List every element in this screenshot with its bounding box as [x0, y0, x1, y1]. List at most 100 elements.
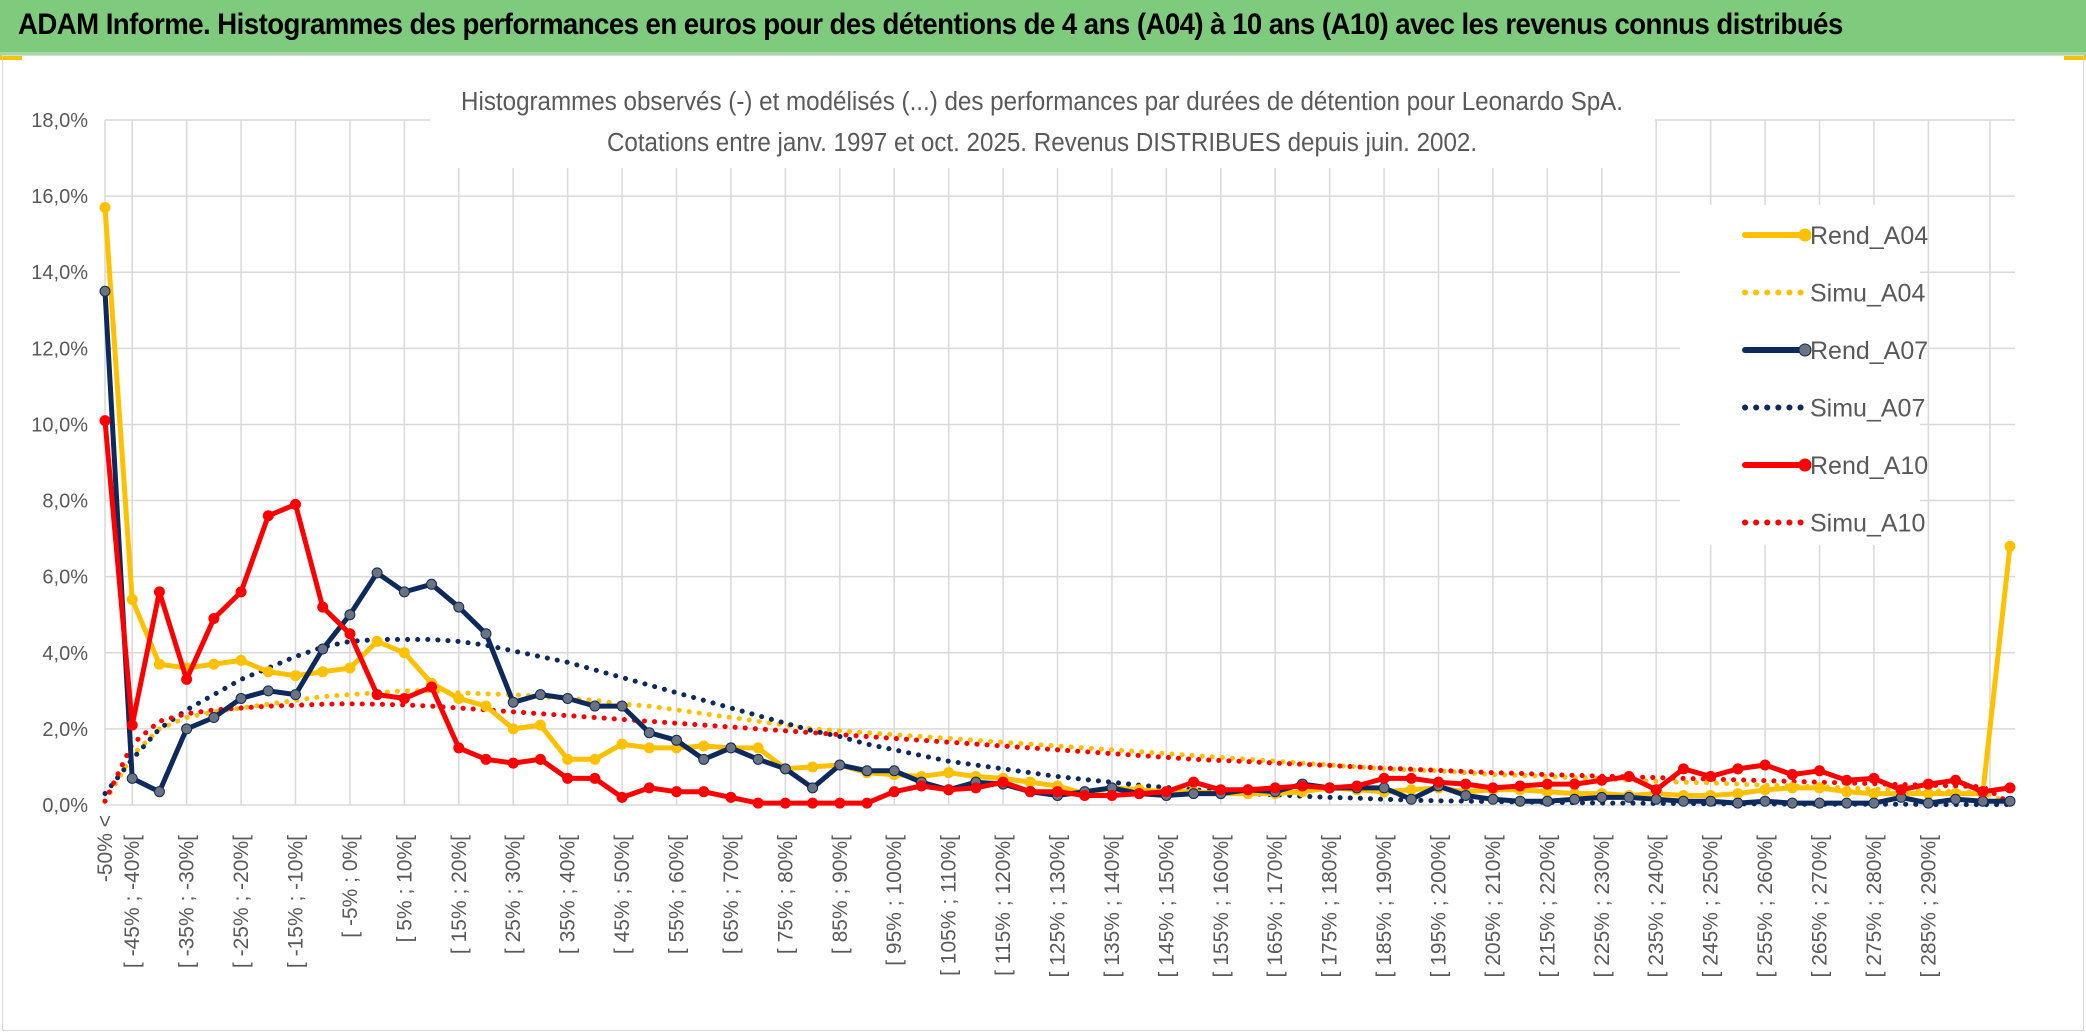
data-point: [807, 797, 819, 809]
data-point: [1841, 797, 1853, 809]
x-tick-label: [ -45% ; -40%[: [121, 835, 144, 968]
data-point: [262, 685, 274, 697]
data-point: [1541, 795, 1553, 807]
x-tick-label: -50% <: [94, 815, 117, 882]
data-point: [1732, 763, 1744, 775]
data-point: [752, 742, 764, 754]
data-point: [371, 635, 383, 647]
y-tick-label: 6,0%: [42, 567, 88, 589]
data-point: [453, 692, 465, 704]
data-point: [643, 782, 655, 794]
data-point: [2004, 795, 2016, 807]
data-point: [1460, 778, 1472, 790]
data-point: [534, 753, 546, 765]
legend: Rend_A04 Simu_A04 Rend_A07 Simu_A07 Rend_A10…: [1742, 222, 1928, 538]
data-point: [480, 628, 492, 640]
data-point: [1269, 782, 1281, 794]
data-point: [2004, 782, 2016, 794]
chart-frame: [2, 55, 2084, 1031]
data-point: [1569, 778, 1581, 790]
title-banner: ADAM Informe. Histogrammes des performan…: [0, 0, 2086, 55]
data-point: [1732, 797, 1744, 809]
x-tick-label: [ 215% ; 220%[: [1536, 835, 1559, 978]
data-point: [589, 700, 601, 712]
data-point: [1786, 797, 1798, 809]
data-point: [915, 780, 927, 792]
data-point: [1623, 791, 1635, 803]
legend-label: Simu_A04: [1810, 280, 1925, 308]
legend-label: Rend_A07: [1810, 337, 1928, 365]
data-point: [208, 711, 220, 723]
data-point: [997, 776, 1009, 788]
x-tick-label: [ -15% ; -10%[: [285, 835, 308, 968]
y-tick-label: 14,0%: [31, 262, 88, 284]
data-point: [1950, 774, 1962, 786]
data-point: [426, 578, 438, 590]
chart-title: Histogrammes observés (-) et modélisés (…: [461, 87, 1623, 116]
data-point: [344, 628, 356, 640]
data-point: [807, 761, 819, 773]
data-point: [1705, 770, 1717, 782]
data-point: [1705, 795, 1717, 807]
x-tick-label: [ 125% ; 130%[: [1047, 835, 1070, 978]
x-tick-label: [ 195% ; 200%[: [1428, 835, 1451, 978]
series-line-simu-a10: [102, 701, 2013, 806]
data-point: [616, 791, 628, 803]
x-tick-label: [ -35% ; -30%[: [176, 835, 199, 968]
data-point: [1188, 776, 1200, 788]
data-point: [1405, 793, 1417, 805]
data-point: [1106, 789, 1118, 801]
data-point: [398, 647, 410, 659]
data-point: [779, 797, 791, 809]
legend-label: Rend_A04: [1810, 222, 1928, 250]
data-point: [1242, 784, 1254, 796]
data-point: [643, 727, 655, 739]
data-point: [153, 586, 165, 598]
data-point: [1950, 793, 1962, 805]
x-tick-label: [ 95% ; 100%[: [883, 835, 906, 966]
data-point: [344, 609, 356, 621]
data-point: [126, 772, 138, 784]
legend-marker: [1798, 458, 1812, 472]
data-point: [1677, 795, 1689, 807]
data-point: [1814, 797, 1825, 809]
data-point: [1514, 780, 1526, 792]
data-point: [1814, 765, 1825, 777]
data-point: [1732, 788, 1744, 800]
data-point: [1215, 784, 1227, 796]
data-point: [562, 692, 574, 704]
data-point: [1324, 782, 1336, 794]
data-point: [1977, 795, 1989, 807]
data-point: [1433, 776, 1444, 788]
x-tick-label: [ 275% ; 280%[: [1863, 835, 1886, 978]
x-tick-label: [ 225% ; 230%[: [1591, 835, 1614, 978]
data-point: [589, 753, 601, 765]
data-point: [1868, 788, 1880, 800]
data-point: [698, 753, 710, 765]
legend-label: Simu_A07: [1810, 395, 1925, 423]
data-point: [344, 662, 356, 674]
data-point: [752, 753, 764, 765]
data-point: [153, 658, 165, 670]
x-tick-label: [ 75% ; 80%[: [774, 835, 797, 954]
data-point: [970, 782, 982, 794]
data-point: [398, 586, 410, 598]
data-point: [861, 765, 873, 777]
data-point: [1922, 797, 1934, 809]
data-point: [453, 601, 465, 613]
y-tick-label: 12,0%: [31, 338, 88, 360]
x-tick-label: [ 245% ; 250%[: [1700, 835, 1723, 978]
data-point: [1868, 772, 1880, 784]
legend-label: Rend_A10: [1810, 452, 1928, 480]
data-point: [589, 772, 601, 784]
y-tick-label: 8,0%: [42, 491, 88, 513]
x-tick-label: [ 265% ; 270%[: [1809, 835, 1832, 978]
x-tick-label: [ 25% ; 30%[: [502, 835, 525, 954]
x-tick-label: [ 185% ; 190%[: [1373, 835, 1396, 978]
y-tick-label: 2,0%: [42, 719, 88, 741]
data-point: [888, 765, 900, 777]
data-point: [1188, 788, 1200, 800]
data-point: [1460, 789, 1472, 801]
data-point: [1841, 786, 1853, 798]
y-axis-ticks: 0,0% 2,0% 4,0% 6,0% 8,0% 10,0% 12,0% 14,0% 16,0%…: [31, 110, 88, 817]
